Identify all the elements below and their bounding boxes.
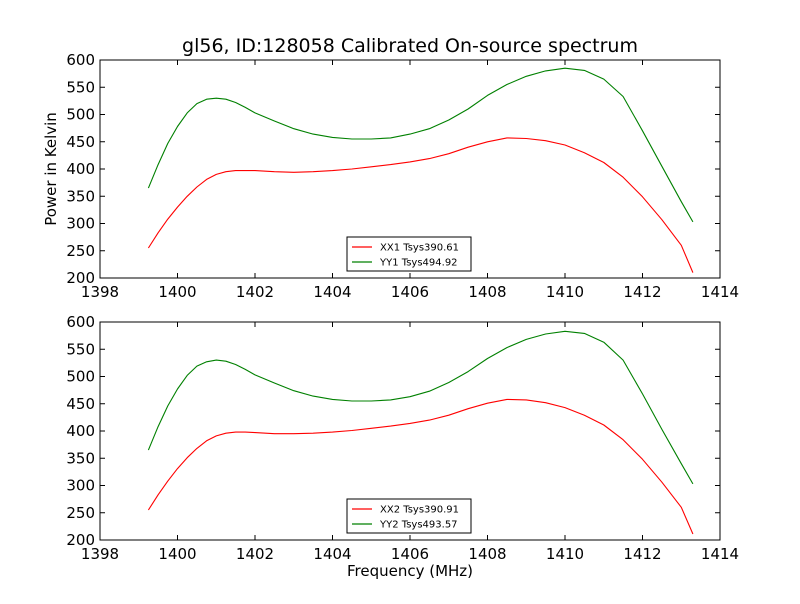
x-tick-label: 1414 [701, 283, 739, 301]
x-tick-label: 1410 [546, 545, 584, 563]
x-tick-label: 1404 [313, 283, 351, 301]
legend-entry: YY2 Tsys493.57 [379, 520, 458, 531]
y-tick-label: 250 [66, 242, 95, 260]
y-tick-label: 450 [66, 395, 95, 413]
x-axis-label-bottom: Frequency (MHz) [347, 562, 473, 580]
x-tick-label: 1398 [81, 545, 119, 563]
y-tick-label: 550 [66, 340, 95, 358]
legend-panel1: XX1 Tsys390.61 YY1 Tsys494.92 [346, 236, 472, 272]
y-tick-label: 300 [66, 477, 95, 495]
y-tick-label: 250 [66, 504, 95, 522]
x-tick-label: 1402 [236, 545, 274, 563]
series-line-yy-panel2 [147, 330, 694, 485]
y-tick-label: 500 [66, 368, 95, 386]
y-tick-label: 200 [66, 531, 95, 549]
y-tick-label: 350 [66, 449, 95, 467]
legend-box [346, 236, 472, 272]
top-plot-panel: 1398 1400 1402 1404 1406 1408 1410 1412 1414 200 2… [66, 51, 739, 301]
series-line-xx-panel2 [147, 398, 694, 535]
x-tick-label: 1400 [158, 545, 196, 563]
x-tick-label: 1408 [468, 283, 506, 301]
legend-entry: YY1 Tsys494.92 [379, 258, 458, 269]
series-line-yy-panel1 [147, 67, 694, 223]
x-tick-label: 1406 [391, 545, 429, 563]
y-tick-label: 200 [66, 269, 95, 287]
x-tick-label: 1410 [546, 283, 584, 301]
y-tick-label: 400 [66, 160, 95, 178]
y-tick-label: 550 [66, 78, 95, 96]
y-tick-label: 450 [66, 133, 95, 151]
x-tick-label: 1406 [391, 283, 429, 301]
x-tick-label: 1402 [236, 283, 274, 301]
x-tick-label: 1414 [701, 545, 739, 563]
bottom-plot-panel: 1398 1400 1402 1404 1406 1408 1410 1412 1414 200 2… [66, 313, 739, 563]
x-tick-label: 1404 [313, 545, 351, 563]
y-tick-label: 400 [66, 422, 95, 440]
legend-box [346, 498, 472, 534]
y-tick-label: 300 [66, 215, 95, 233]
series-line-xx-panel1 [147, 137, 694, 273]
y-tick-label: 600 [66, 51, 95, 69]
x-tick-label: 1412 [623, 545, 661, 563]
y-tick-label: 500 [66, 106, 95, 124]
chart-title: gl56, ID:128058 Calibrated On-source spe… [182, 35, 638, 57]
y-axis-label-top: Power in Kelvin [42, 112, 60, 226]
x-tick-label: 1408 [468, 545, 506, 563]
x-tick-label: 1400 [158, 283, 196, 301]
x-tick-label: 1398 [81, 283, 119, 301]
legend-entry: XX1 Tsys390.61 [380, 243, 459, 254]
legend-panel2: XX2 Tsys390.91 YY2 Tsys493.57 [346, 498, 472, 534]
legend-entry: XX2 Tsys390.91 [380, 505, 459, 516]
y-tick-label: 350 [66, 187, 95, 205]
x-tick-label: 1412 [623, 283, 661, 301]
y-tick-label: 600 [66, 313, 95, 331]
